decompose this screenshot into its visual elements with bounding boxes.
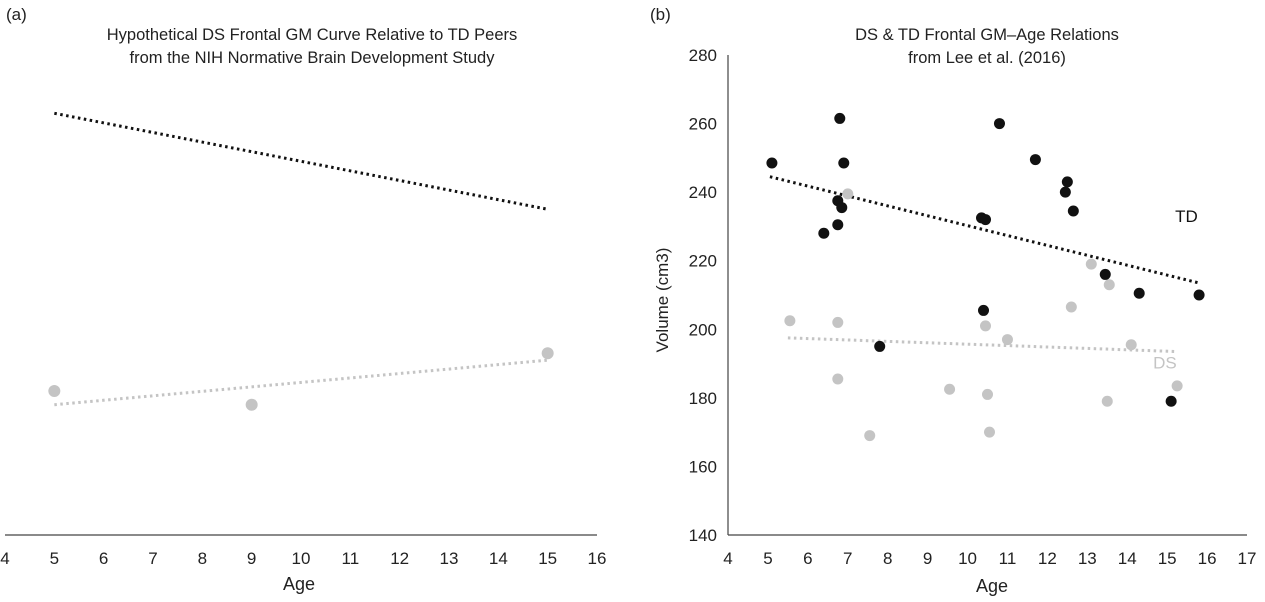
chart-a-x-tick-label: 16 bbox=[588, 549, 607, 568]
chart-a-x-tick-label: 7 bbox=[148, 549, 157, 568]
chart-a-plot-area: 4 5 6 7 8 9 10 11 12 13 14 15 16 bbox=[0, 111, 607, 568]
chart-b-series-ds-point bbox=[1125, 339, 1137, 351]
chart-b-x-tick-label: 6 bbox=[803, 549, 812, 568]
panel-b: (b) DS & TD Frontal GM–Age Relations fro… bbox=[632, 0, 1265, 602]
chart-b-y-tick-label: 160 bbox=[689, 457, 717, 476]
chart-b-series-td-point bbox=[818, 227, 830, 239]
chart-b-series-td-point bbox=[1133, 287, 1145, 299]
chart-b-series-td-point bbox=[993, 118, 1005, 130]
chart-b-series-ds-point bbox=[982, 388, 993, 400]
chart-b-series-td-trend-line bbox=[769, 175, 1200, 285]
chart-a-subtitle: from the NIH Normative Brain Development… bbox=[130, 49, 496, 67]
chart-b-series-ds-label: DS bbox=[1153, 354, 1177, 373]
chart-b-x-tick-label: 17 bbox=[1238, 549, 1257, 568]
chart-b-x-tick-label: 13 bbox=[1078, 549, 1097, 568]
chart-a-x-tick-label: 4 bbox=[0, 549, 9, 568]
chart-b-series-ds-point bbox=[1085, 258, 1097, 270]
chart-b-series-ds-point bbox=[980, 320, 992, 332]
chart-a-series-1-point bbox=[245, 398, 258, 411]
chart-b-series-ds-point bbox=[842, 188, 854, 200]
chart-b-series-ds-trend-line bbox=[787, 336, 1178, 354]
chart-b-y-tick-label: 260 bbox=[689, 115, 717, 134]
chart-b-x-tick-label: 10 bbox=[958, 549, 977, 568]
chart-b-series-td-point bbox=[1059, 186, 1071, 198]
chart-b-x-tick-label: 12 bbox=[1038, 549, 1057, 568]
chart-a-x-tick-label: 5 bbox=[50, 549, 59, 568]
panel-a: (a) Hypothetical DS Frontal GM Curve Rel… bbox=[0, 0, 632, 602]
chart-b-series-ds-point bbox=[832, 316, 844, 328]
chart-b-series-ds-point bbox=[944, 383, 956, 395]
chart-b-series-ds-point bbox=[1103, 279, 1115, 291]
chart-b-series-td-point bbox=[1061, 176, 1073, 188]
chart-a-svg: (a) Hypothetical DS Frontal GM Curve Rel… bbox=[0, 5, 607, 594]
chart-b-series-ds-point bbox=[784, 315, 796, 327]
chart-b-x-tick-label: 16 bbox=[1198, 549, 1217, 568]
chart-a-x-tick-label: 12 bbox=[390, 549, 409, 568]
chart-b-series-ds-point bbox=[832, 373, 844, 385]
chart-b-series-td-point bbox=[1193, 289, 1205, 301]
chart-a-x-tick-label: 8 bbox=[198, 549, 207, 568]
chart-b-y-tick-label: 180 bbox=[689, 389, 717, 408]
chart-b-x-tick-label: 7 bbox=[843, 549, 852, 568]
chart-b-y-tick-label: 220 bbox=[689, 252, 717, 271]
chart-b-x-tick-label: 14 bbox=[1118, 549, 1137, 568]
chart-b-series-ds-point bbox=[1101, 395, 1113, 407]
chart-b-x-tick-label: 11 bbox=[999, 549, 1017, 568]
chart-b-x-tick-label: 15 bbox=[1158, 549, 1177, 568]
chart-b-title: DS & TD Frontal GM–Age Relations bbox=[855, 26, 1119, 44]
chart-a-series-0-trend-line bbox=[54, 111, 548, 211]
chart-b-plot-area: 4 5 6 7 8 9 10 11 12 13 14 15 16 17 140 160 180 200 220 240… bbox=[689, 46, 1257, 568]
chart-a-x-tick-label: 6 bbox=[99, 549, 108, 568]
chart-a-x-tick-label: 9 bbox=[247, 549, 256, 568]
chart-b-series-td-point bbox=[832, 219, 844, 231]
chart-b-xlabel: Age bbox=[976, 576, 1008, 596]
chart-b-series-td-point bbox=[834, 112, 846, 124]
chart-b-series-td-point bbox=[1099, 268, 1111, 280]
chart-b-ylabel: Volume (cm3) bbox=[653, 248, 672, 353]
chart-b-y-tick-label: 140 bbox=[689, 526, 717, 545]
chart-b-series-ds-point bbox=[1171, 380, 1183, 392]
chart-a-x-tick-label: 13 bbox=[440, 549, 459, 568]
chart-a-series-1-point bbox=[541, 347, 554, 360]
chart-a-series-1-point bbox=[48, 385, 61, 397]
chart-a-x-tick-label: 10 bbox=[292, 549, 311, 568]
chart-b-series-td-point bbox=[838, 157, 850, 169]
chart-a-x-tick-label: 14 bbox=[489, 549, 508, 568]
chart-b-series-td-point bbox=[1067, 205, 1079, 217]
chart-b-y-tick-label: 280 bbox=[689, 46, 717, 65]
chart-b-subtitle: from Lee et al. (2016) bbox=[908, 49, 1066, 67]
chart-b-svg: (b) DS & TD Frontal GM–Age Relations fro… bbox=[650, 5, 1257, 596]
chart-a-panel-label: (a) bbox=[6, 5, 27, 24]
chart-b-series-td-point bbox=[978, 304, 990, 316]
chart-b-series-ds-point bbox=[1065, 301, 1077, 313]
chart-b-series-td-label: TD bbox=[1175, 207, 1198, 226]
chart-b-y-tick-label: 240 bbox=[689, 183, 717, 202]
chart-b-panel-label: (b) bbox=[650, 5, 671, 24]
chart-a-x-tick-label: 15 bbox=[538, 549, 557, 568]
chart-b-y-tick-label: 200 bbox=[689, 320, 717, 339]
chart-b-series-td-point bbox=[836, 202, 848, 214]
chart-a-series-1-trend-line bbox=[54, 358, 548, 407]
chart-b-x-tick-label: 5 bbox=[763, 549, 772, 568]
chart-b-x-tick-label: 9 bbox=[923, 549, 932, 568]
chart-b-series-ds-point bbox=[1001, 334, 1013, 346]
chart-b-x-tick-label: 4 bbox=[723, 549, 732, 568]
chart-a-xlabel: Age bbox=[283, 574, 315, 594]
chart-b-series-td-point bbox=[980, 214, 992, 226]
chart-b-series-ds-point bbox=[983, 426, 995, 438]
chart-a-x-tick-label: 11 bbox=[342, 549, 360, 568]
chart-a-title: Hypothetical DS Frontal GM Curve Relativ… bbox=[107, 26, 518, 44]
chart-b-series-td-point bbox=[1029, 154, 1041, 166]
chart-b-series-td-point bbox=[1165, 395, 1177, 407]
chart-b-series-td-point bbox=[874, 340, 886, 352]
chart-b-x-tick-label: 8 bbox=[883, 549, 892, 568]
chart-b-series-td-point bbox=[766, 157, 778, 169]
chart-b-series-ds-point bbox=[864, 430, 876, 442]
